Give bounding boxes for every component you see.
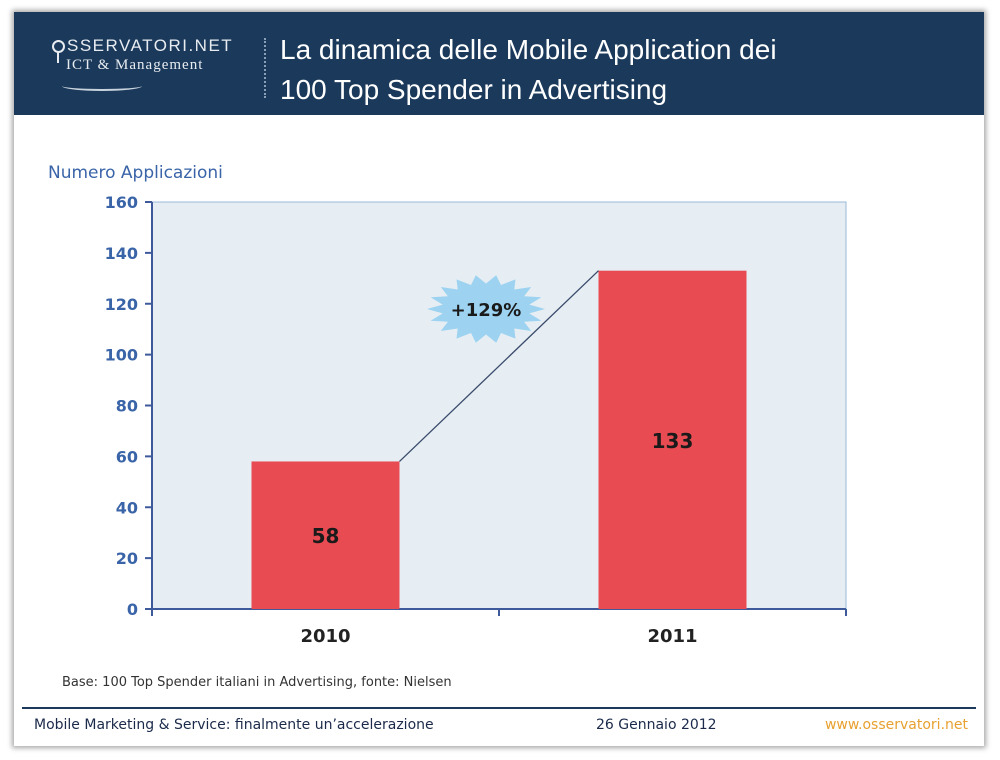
y-tick-label: 100 <box>105 346 138 365</box>
y-tick-label: 140 <box>105 244 138 263</box>
growth-connector-line <box>399 270 599 462</box>
key-icon <box>52 39 65 63</box>
bar-chart: Numero Applicazioni 0 20 40 60 80 100 120 140 160… <box>48 163 847 647</box>
logo-text: SSERVATORI.NET <box>67 36 234 55</box>
logo-swoosh <box>62 81 142 91</box>
growth-percentage-label: +129% <box>451 300 522 321</box>
footer-date: 26 Gennaio 2012 <box>596 717 717 733</box>
bar-value-label: 58 <box>312 524 340 548</box>
footer-website-link[interactable]: www.osservatori.net <box>824 717 968 733</box>
y-tick-label: 0 <box>127 600 138 619</box>
y-tick-label: 80 <box>116 397 138 416</box>
osservatori-logo: SSERVATORI.NET ICT & Management <box>52 36 234 91</box>
footer-divider <box>22 707 976 709</box>
y-tick-label: 40 <box>116 498 138 517</box>
title-line-1: La dinamica delle Mobile Application dei <box>280 34 777 65</box>
y-tick-label: 20 <box>116 549 138 568</box>
y-tick-label: 160 <box>105 193 138 212</box>
y-tick-label: 120 <box>105 295 138 314</box>
chart-footnote: Base: 100 Top Spender italiani in Advert… <box>62 675 452 690</box>
x-tick-label: 2011 <box>647 626 697 647</box>
title-line-2: 100 Top Spender in Advertising <box>280 74 668 105</box>
header-separator <box>264 38 266 98</box>
bar-2010 <box>251 461 400 609</box>
bar-value-label: 133 <box>652 429 694 453</box>
x-tick-label: 2010 <box>300 626 350 647</box>
slide: SSERVATORI.NET ICT & Management La dinam… <box>14 12 984 746</box>
header-bar: SSERVATORI.NET ICT & Management La dinam… <box>14 12 984 115</box>
bar-2011 <box>598 270 747 609</box>
growth-starburst <box>427 275 545 343</box>
logo-subtitle: ICT & Management <box>66 57 204 73</box>
y-axis-label: Numero Applicazioni <box>48 163 223 183</box>
y-tick-label: 60 <box>116 447 138 466</box>
slide-title: La dinamica delle Mobile Application dei… <box>280 30 970 110</box>
footer-presentation-title: Mobile Marketing & Service: finalmente u… <box>34 717 434 733</box>
